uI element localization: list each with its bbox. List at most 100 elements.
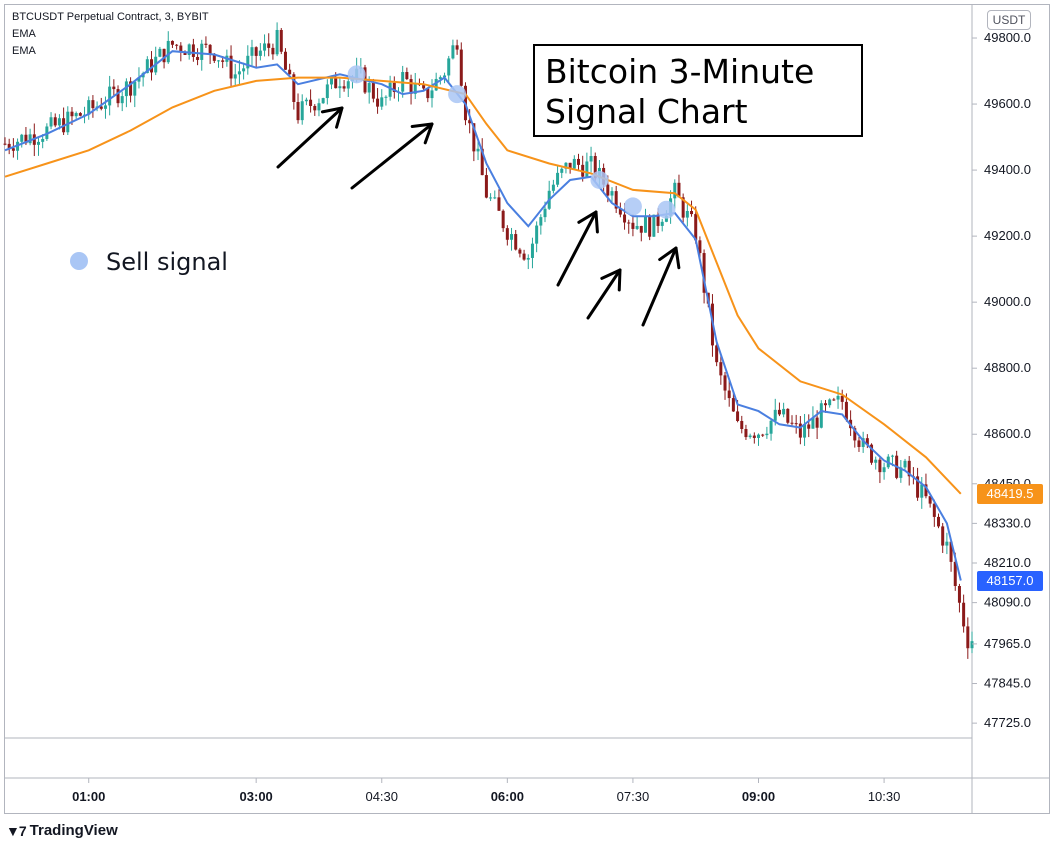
price-axis[interactable]: 49800.0 49600.0 49400.0 49200.0 49000.0 48800…: [972, 30, 1031, 730]
candle-body: [551, 184, 555, 191]
candle-body: [614, 191, 618, 209]
candle-body: [254, 47, 258, 56]
candle-body: [468, 120, 472, 124]
candle-body: [572, 158, 576, 169]
candle-body: [321, 98, 325, 104]
candle-body: [823, 403, 827, 406]
candle-body: [133, 81, 137, 96]
time-axis[interactable]: 01:00 03:00 04:30 06:00 07:30 09:00 10:30: [72, 778, 900, 804]
candle-body: [811, 417, 815, 429]
candle-body: [543, 208, 547, 218]
chart-frame: [4, 4, 1050, 814]
indicator-label-slow-ema[interactable]: EMA: [12, 45, 36, 57]
sell-signal-marker: [347, 65, 366, 84]
candle-body: [903, 460, 907, 468]
candle-body: [782, 408, 786, 415]
time-tick-label: 10:30: [868, 789, 901, 804]
candle-body: [560, 168, 564, 173]
candle-body: [928, 496, 932, 504]
candle-body: [681, 197, 685, 218]
candle-body: [740, 420, 744, 430]
candle-body: [124, 81, 128, 97]
candle-body: [221, 60, 225, 62]
price-tick-label: 47845.0: [984, 676, 1031, 691]
price-tick-label: 48600.0: [984, 426, 1031, 441]
candle-body: [627, 222, 631, 224]
sell-signal-marker: [657, 200, 676, 219]
candle-body: [91, 100, 95, 109]
annotation-arrow: [586, 268, 622, 320]
candle-body: [426, 88, 430, 99]
candle-body: [698, 240, 702, 254]
candle-body: [890, 455, 894, 457]
time-tick-label: 03:00: [240, 789, 273, 804]
sell-signal-markers: [347, 65, 676, 219]
price-tick-label: 47965.0: [984, 636, 1031, 651]
candle-body: [216, 60, 220, 62]
candle-body: [853, 428, 857, 441]
price-tick-label: 48210.0: [984, 555, 1031, 570]
candle-body: [945, 541, 949, 546]
candle-body: [865, 438, 869, 445]
candle-body: [53, 117, 57, 126]
candle-body: [577, 158, 581, 165]
candle-body: [715, 345, 719, 363]
candle-body: [137, 77, 141, 82]
candle-body: [798, 423, 802, 438]
candle-body: [677, 182, 681, 198]
candle-body: [41, 138, 45, 142]
annotation-arrowhead: [410, 122, 434, 145]
candle-body: [187, 44, 191, 56]
price-tick-label: 48330.0: [984, 515, 1031, 530]
price-tick-label: 48800.0: [984, 360, 1031, 375]
candle-body: [162, 48, 166, 63]
candle-body: [116, 89, 120, 104]
candle-body: [99, 106, 103, 109]
candle-body: [57, 118, 61, 126]
candle-body: [748, 435, 752, 438]
tradingview-logo[interactable]: ▼7 TradingView: [6, 822, 118, 839]
candle-body: [815, 417, 819, 428]
candle-body: [179, 45, 183, 53]
candle-body: [191, 44, 195, 57]
brand-name: TradingView: [29, 822, 118, 839]
candle-body: [635, 225, 639, 229]
candle-body: [183, 52, 187, 56]
candle-body: [966, 626, 970, 649]
indicator-label-fast-ema[interactable]: EMA: [12, 28, 36, 40]
candle-body: [564, 162, 568, 169]
candle-body: [384, 96, 388, 98]
currency-button[interactable]: USDT: [987, 10, 1031, 30]
candle-body: [510, 234, 514, 240]
candle-body: [7, 143, 11, 149]
candle-body: [962, 602, 966, 627]
candle-body: [11, 148, 15, 151]
candle-body: [267, 43, 271, 48]
candle-body: [610, 191, 614, 196]
candle-body: [840, 395, 844, 402]
candle-body: [941, 526, 945, 546]
price-tick-label: 48090.0: [984, 595, 1031, 610]
candle-body: [623, 214, 627, 223]
candle-body: [752, 435, 756, 438]
candle-body: [158, 48, 162, 57]
candle-body: [953, 561, 957, 587]
chart-title-line-2: Signal Chart: [545, 92, 748, 131]
candle-body: [334, 76, 338, 89]
candle-body: [20, 134, 24, 142]
candle-body: [731, 398, 735, 412]
candle-body: [924, 484, 928, 497]
time-tick-label: 04:30: [365, 789, 398, 804]
candle-body: [49, 117, 53, 127]
candle-body: [342, 86, 346, 89]
candle-body: [74, 113, 78, 117]
candle-body: [129, 81, 133, 96]
candle-body: [907, 460, 911, 477]
fast-ema-line: [4, 50, 962, 581]
candle-body: [489, 197, 493, 199]
candle-body: [371, 83, 375, 99]
candle-body: [639, 225, 643, 233]
candle-body: [765, 433, 769, 436]
candle-body: [380, 97, 384, 107]
